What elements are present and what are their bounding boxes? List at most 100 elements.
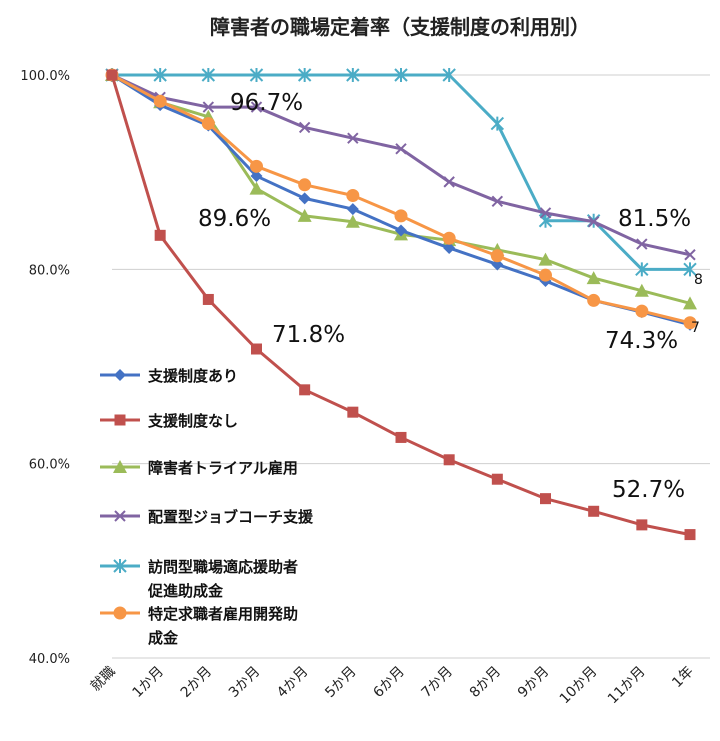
legend-label: 障害者トライアル雇用 <box>148 459 298 477</box>
series-0 <box>106 69 696 331</box>
series-4 <box>105 68 697 277</box>
data-point <box>106 69 118 81</box>
y-tick-label: 80.0% <box>29 263 70 278</box>
annotation-label: 74.3% <box>605 328 678 354</box>
data-point <box>347 406 359 418</box>
legend-label: 訪問型職場適応援助者 <box>148 558 298 576</box>
legend-item: 配置型ジョブコーチ支援 <box>100 508 314 526</box>
series-group <box>105 68 697 541</box>
legend-item: 支援制度なし <box>100 412 238 430</box>
data-point <box>347 132 359 144</box>
data-point <box>684 249 696 261</box>
data-point <box>490 249 504 263</box>
data-point <box>154 229 166 241</box>
data-point <box>442 68 456 82</box>
x-tick-label: 2か月 <box>178 664 215 701</box>
data-point <box>297 68 312 82</box>
annotation-label: 52.7% <box>612 477 685 503</box>
data-point <box>635 304 649 318</box>
data-point <box>587 293 601 307</box>
data-point <box>491 195 504 208</box>
x-tick-label: 4か月 <box>274 664 311 701</box>
data-point <box>201 117 215 131</box>
legend-marker <box>113 460 127 473</box>
x-tick-label: 5か月 <box>322 664 359 701</box>
annotation-label: 71.8% <box>272 322 345 348</box>
data-point <box>345 214 360 228</box>
data-point <box>683 316 697 330</box>
data-point <box>684 529 696 541</box>
annotation-label: 7 <box>691 320 700 336</box>
data-point <box>587 216 600 228</box>
data-point <box>394 209 408 223</box>
data-point <box>201 68 216 82</box>
data-point <box>346 203 359 216</box>
annotation-label: 89.6% <box>198 206 271 232</box>
annotation-label: 81.5% <box>618 206 691 232</box>
data-point <box>442 231 456 245</box>
x-tick-label: 6か月 <box>370 664 407 701</box>
data-point <box>394 68 408 82</box>
data-point <box>299 384 311 396</box>
data-point <box>153 94 167 108</box>
legend-label: 支援制度あり <box>147 367 238 385</box>
data-point <box>250 101 263 113</box>
data-point <box>636 238 648 250</box>
data-point <box>346 68 360 82</box>
data-point <box>635 262 649 277</box>
data-point <box>395 143 407 155</box>
series-1 <box>106 69 696 541</box>
y-tick-label: 100.0% <box>20 69 70 84</box>
legend-label: 支援制度なし <box>147 412 238 430</box>
data-point <box>346 188 360 202</box>
data-point <box>249 181 264 195</box>
data-point <box>250 159 263 173</box>
legend-label: 配置型ジョブコーチ支援 <box>148 508 314 526</box>
data-point <box>250 170 263 183</box>
data-point <box>636 519 648 531</box>
x-tick-label: 1年 <box>669 664 697 692</box>
data-point <box>443 176 455 188</box>
data-point <box>539 207 552 219</box>
data-point <box>202 101 215 113</box>
data-point <box>588 505 600 517</box>
data-point <box>538 252 553 266</box>
annotations: 96.7% 89.6% 71.8% 81.5% 74.3% 52.7% 8 7 <box>198 90 703 503</box>
data-point <box>443 241 456 254</box>
x-tick-label: 10か月 <box>557 664 601 708</box>
data-point <box>683 262 697 277</box>
y-axis-tick-labels: 40.0% 60.0% 80.0% 100.0% <box>20 69 70 667</box>
data-point <box>540 493 551 505</box>
x-tick-label: 1か月 <box>130 664 167 701</box>
annotation-label: 8 <box>694 272 703 288</box>
x-tick-label: 9か月 <box>515 664 552 701</box>
x-tick-label: 11か月 <box>605 664 649 708</box>
data-point <box>298 192 311 205</box>
chart-title: 障害者の職場定着率（支援制度の利用別） <box>210 15 590 39</box>
data-point <box>297 208 312 222</box>
data-point <box>490 116 505 131</box>
x-tick-label: 8か月 <box>467 664 504 701</box>
data-point <box>249 68 264 82</box>
y-tick-label: 40.0% <box>29 652 70 667</box>
legend-label: 成金 <box>148 629 179 647</box>
data-point <box>634 283 649 297</box>
y-tick-label: 60.0% <box>29 458 70 473</box>
legend-marker <box>114 510 126 522</box>
legend-item: 障害者トライアル雇用 <box>100 459 298 477</box>
legend: 支援制度あり支援制度なし障害者トライアル雇用配置型ジョブコーチ支援訪問型職場適応… <box>100 367 314 647</box>
legend-marker <box>113 606 127 620</box>
data-point <box>153 68 167 82</box>
x-tick-label: 3か月 <box>226 664 263 701</box>
series-5 <box>105 68 697 330</box>
legend-label: 促進助成金 <box>147 582 224 600</box>
legend-item: 支援制度あり <box>100 367 238 385</box>
legend-marker <box>114 414 126 426</box>
data-point <box>586 271 601 285</box>
x-tick-label: 就職 <box>88 664 119 695</box>
data-point <box>202 293 214 305</box>
data-point <box>539 268 552 282</box>
data-point <box>395 431 407 443</box>
